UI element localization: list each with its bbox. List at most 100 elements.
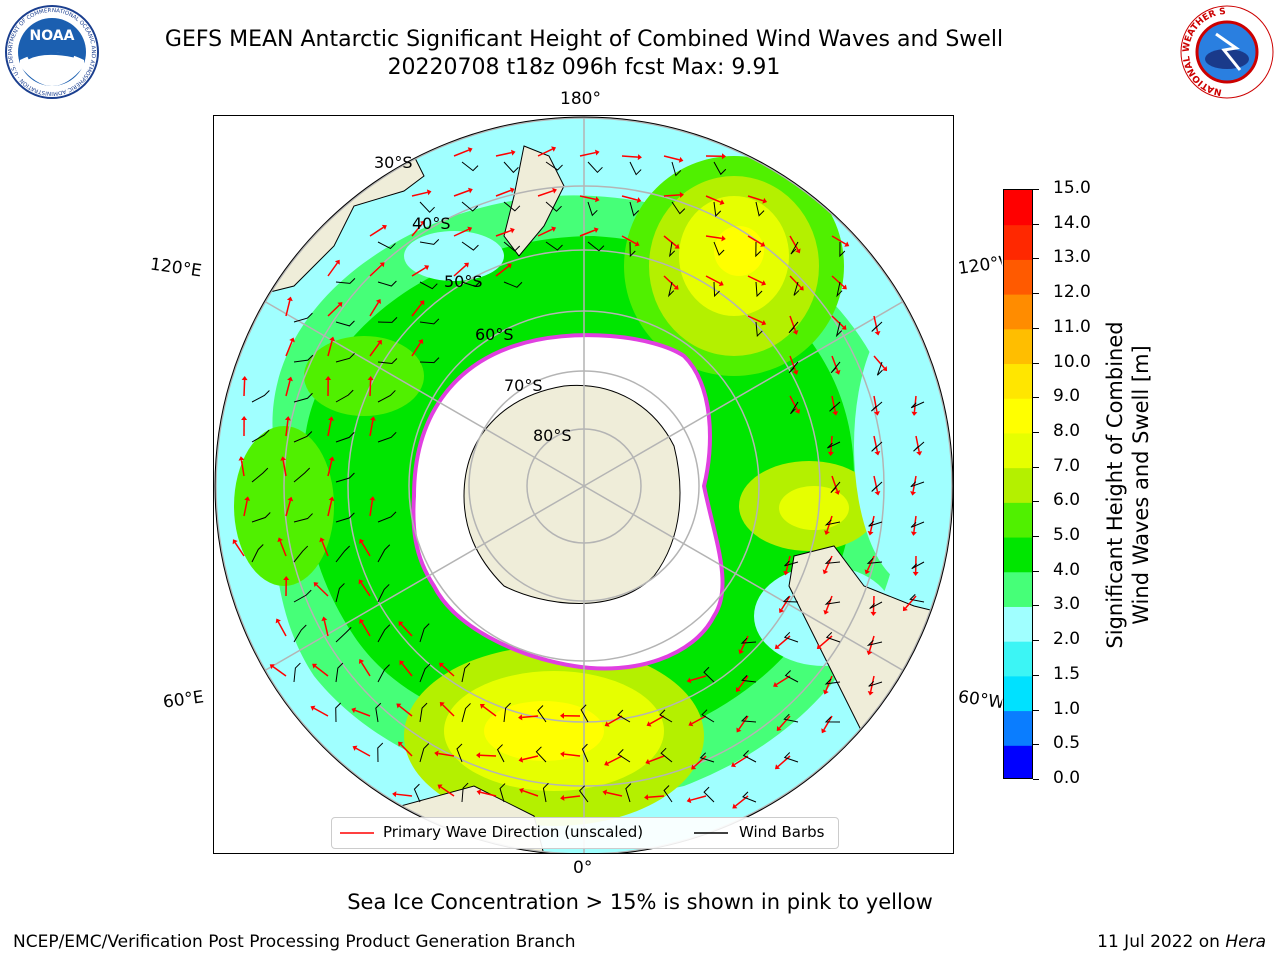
wave-arrow-head [367, 376, 374, 381]
lat-label-80: 80°S [533, 426, 572, 445]
wind-barb [413, 783, 421, 803]
colorbar-segment [1004, 432, 1032, 469]
wind-barb [713, 281, 720, 298]
wind-barb [629, 201, 640, 217]
wind-barb [335, 278, 356, 284]
wave-arrow-head [867, 691, 874, 696]
wave-arrow [240, 460, 245, 477]
wind-barb [659, 709, 673, 723]
wave-arrow-head [844, 241, 850, 247]
wave-arrow-head [283, 576, 290, 581]
wave-arrow [495, 151, 512, 157]
colorbar-tick-mark [1033, 258, 1039, 260]
wind-barb [869, 601, 883, 610]
wave-arrow-head [329, 336, 335, 342]
wind-barb [503, 241, 521, 252]
colorbar-segment [1004, 675, 1032, 712]
colorbar-tick-mark [1033, 362, 1039, 364]
colorbar-segment [1004, 502, 1032, 538]
wind-barb [910, 481, 925, 488]
wave-arrow [411, 191, 428, 197]
wind-barb [660, 747, 673, 763]
colorbar-tick-label: 1.0 [1053, 698, 1081, 719]
wave-arrow [564, 795, 581, 799]
colorbar-tick-label: 0.5 [1053, 733, 1081, 754]
wave-arrow-head [518, 714, 523, 721]
wave-arrow [369, 264, 383, 277]
wave-arrow [361, 621, 371, 637]
wind-barb [782, 596, 799, 603]
wave-arrow [401, 663, 413, 677]
wave-arrow [873, 395, 878, 412]
wave-arrow [480, 791, 497, 797]
colorbar-tick-label: 0.0 [1053, 768, 1081, 788]
colorbar-segment [1004, 571, 1032, 607]
wind-barb [871, 321, 883, 332]
wind-barb [542, 782, 549, 803]
wave-arrow-head [841, 284, 847, 290]
wind-barb [377, 358, 398, 364]
wind-barb [335, 432, 355, 443]
wave-arrow [453, 149, 470, 157]
colorbar-segment [1004, 467, 1032, 503]
colorbar-segment [1004, 190, 1032, 226]
wave-arrow [579, 195, 596, 201]
wave-arrow-head [426, 189, 432, 196]
wind-barb [377, 390, 396, 403]
wave-arrow-head [866, 650, 873, 656]
wind-barb [335, 545, 351, 563]
wind-barb [667, 281, 675, 298]
wave-arrow [705, 235, 722, 240]
wave-arrow-head [551, 146, 557, 152]
wave-arrow [606, 791, 623, 797]
wave-arrow-head [424, 265, 430, 271]
wave-arrow [789, 275, 802, 289]
wave-arrow [440, 786, 455, 797]
colorbar-tick-label: 5.0 [1053, 525, 1081, 546]
wave-arrow-head [602, 789, 608, 796]
wave-arrow-head [679, 191, 684, 198]
wave-arrow [734, 755, 749, 766]
wind-barb [784, 670, 799, 683]
wind-barb [335, 472, 355, 483]
colorbar-segment [1004, 328, 1032, 365]
wave-arrow [327, 340, 333, 357]
wave-arrow-head [762, 197, 768, 204]
colorbar-tick-mark [1033, 293, 1039, 295]
wave-arrow-head [275, 618, 281, 624]
colorbar-segment [1004, 710, 1032, 746]
wind-barb [335, 702, 342, 723]
wave-arrow [411, 302, 423, 317]
wave-arrow-head [834, 490, 841, 495]
wave-arrow-head [241, 416, 248, 421]
wind-barb [784, 560, 799, 567]
wave-arrow [663, 275, 677, 288]
wave-arrow [321, 540, 329, 557]
wave-arrow [621, 235, 637, 245]
wave-arrow-head [870, 611, 877, 616]
wave-arrow-head [375, 298, 381, 304]
wave-arrow [327, 262, 338, 277]
wave-arrow-head [821, 728, 827, 734]
wave-arrow-head [736, 727, 742, 733]
wave-arrow [648, 755, 665, 763]
wind-barb [461, 782, 469, 803]
wave-arrow-head [439, 701, 445, 707]
wave-arrow [780, 595, 791, 610]
wave-arrow [831, 355, 839, 372]
wind-barb [335, 512, 355, 523]
wave-arrow [778, 715, 791, 729]
wave-arrow-head [396, 703, 402, 709]
wind-barb [461, 662, 471, 683]
wind-barb [703, 666, 715, 683]
wave-arrow-head [518, 756, 524, 763]
wave-arrow [537, 190, 554, 197]
wave-arrow-head [328, 456, 335, 462]
wave-arrow [705, 195, 722, 203]
wind-barb [461, 201, 479, 212]
colorbar-tick-mark [1033, 189, 1039, 190]
colorbar-label-line1: Significant Height of Combined [1103, 321, 1127, 649]
wave-arrow [361, 541, 371, 557]
wave-arrow [912, 475, 917, 492]
colorbar [1003, 189, 1033, 779]
